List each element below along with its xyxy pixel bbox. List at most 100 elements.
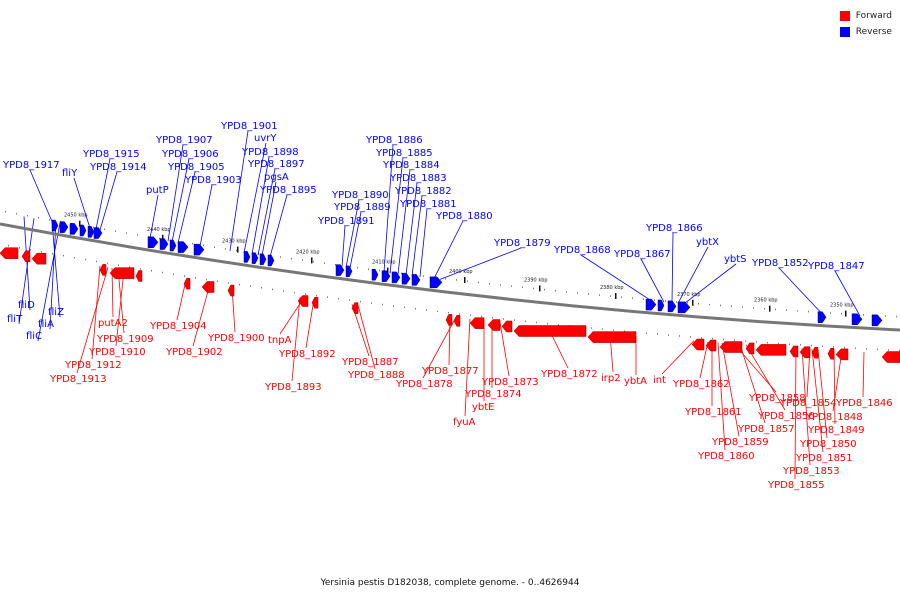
reverse-gene-label[interactable]: YPD8_1890 xyxy=(331,190,389,201)
reverse-gene-arrow[interactable] xyxy=(251,252,259,264)
forward-gene-arrow[interactable] xyxy=(745,342,755,355)
reverse-gene-label[interactable]: YPD8_1884 xyxy=(382,160,440,171)
forward-gene-label[interactable]: YPD8_1910 xyxy=(88,347,146,358)
reverse-gene-label[interactable]: YPD8_1867 xyxy=(613,249,671,260)
forward-gene-arrow[interactable] xyxy=(691,338,705,351)
reverse-gene-label[interactable]: ybtS xyxy=(724,254,747,265)
forward-gene-arrow[interactable] xyxy=(719,341,743,353)
forward-gene-label[interactable]: YPD8_1846 xyxy=(835,398,893,409)
reverse-gene-label[interactable]: YPD8_1880 xyxy=(435,211,493,222)
reverse-gene-label[interactable]: YPD8_1879 xyxy=(493,238,551,249)
reverse-gene-label[interactable]: YPD8_1897 xyxy=(247,159,305,170)
reverse-gene-label[interactable]: ybtX xyxy=(696,237,719,248)
forward-gene-label[interactable]: YPD8_1902 xyxy=(165,347,223,358)
forward-gene-label[interactable]: YPD8_1860 xyxy=(697,451,755,462)
reverse-gene-arrow[interactable] xyxy=(401,272,411,285)
forward-gene-label[interactable]: YPD8_1887 xyxy=(341,357,399,368)
reverse-gene-label[interactable]: YPD8_1906 xyxy=(161,149,219,160)
reverse-gene-label[interactable]: fliY xyxy=(62,168,78,179)
forward-gene-label[interactable]: YPD8_1888 xyxy=(347,370,405,381)
reverse-gene-arrow[interactable] xyxy=(159,238,169,250)
reverse-gene-arrow[interactable] xyxy=(147,236,159,249)
reverse-gene-arrow[interactable] xyxy=(243,251,251,263)
forward-gene-arrow[interactable] xyxy=(513,325,587,337)
forward-gene-label[interactable]: YPD8_1851 xyxy=(795,453,853,464)
forward-gene-arrow[interactable] xyxy=(109,267,135,279)
forward-gene-label[interactable]: YPD8_1877 xyxy=(421,366,479,377)
reverse-gene-label[interactable]: YPD8_1881 xyxy=(399,199,457,210)
reverse-gene-arrow[interactable] xyxy=(267,254,275,267)
reverse-gene-label[interactable]: YPD8_1915 xyxy=(82,149,140,160)
forward-gene-arrow[interactable] xyxy=(99,264,107,276)
reverse-gene-label[interactable]: YPD8_1907 xyxy=(155,135,213,146)
reverse-gene-arrow[interactable] xyxy=(177,241,189,253)
forward-gene-label[interactable]: YPD8_1873 xyxy=(481,377,539,388)
reverse-gene-label[interactable]: YPD8_1889 xyxy=(333,202,391,213)
reverse-gene-arrow[interactable] xyxy=(817,311,827,323)
forward-gene-arrow[interactable] xyxy=(31,252,47,265)
reverse-gene-label[interactable]: YPD8_1901 xyxy=(220,121,278,132)
forward-gene-arrow[interactable] xyxy=(587,331,637,343)
forward-gene-label[interactable]: tnpA xyxy=(268,335,292,346)
forward-gene-label[interactable]: putA2 xyxy=(98,318,128,329)
forward-gene-label[interactable]: YPD8_1913 xyxy=(49,374,107,385)
forward-gene-arrow[interactable] xyxy=(835,348,849,361)
reverse-gene-label[interactable]: fliA xyxy=(38,319,54,330)
forward-gene-arrow[interactable] xyxy=(827,348,835,360)
reverse-gene-label[interactable]: YPD8_1847 xyxy=(807,261,865,272)
forward-gene-label[interactable]: YPD8_1893 xyxy=(264,382,322,393)
reverse-gene-arrow[interactable] xyxy=(871,314,883,327)
reverse-gene-arrow[interactable] xyxy=(429,276,443,289)
reverse-gene-label[interactable]: fliT xyxy=(7,314,23,325)
reverse-gene-label[interactable]: YPD8_1891 xyxy=(317,216,375,227)
reverse-gene-label[interactable]: YPD8_1885 xyxy=(375,148,433,159)
forward-gene-label[interactable]: irp2 xyxy=(601,373,621,384)
reverse-gene-label[interactable]: YPD8_1866 xyxy=(645,223,703,234)
forward-gene-label[interactable]: YPD8_1861 xyxy=(684,407,742,418)
reverse-gene-label[interactable]: fliZ xyxy=(48,307,64,318)
forward-gene-label[interactable]: YPD8_1859 xyxy=(711,437,769,448)
forward-gene-label[interactable]: YPD8_1900 xyxy=(207,333,265,344)
reverse-gene-arrow[interactable] xyxy=(851,313,863,326)
forward-gene-arrow[interactable] xyxy=(453,315,461,327)
forward-gene-label[interactable]: YPD8_1874 xyxy=(464,389,522,400)
reverse-gene-arrow[interactable] xyxy=(69,223,79,235)
forward-gene-arrow[interactable] xyxy=(0,247,19,259)
forward-gene-label[interactable]: int xyxy=(653,375,666,386)
forward-gene-label[interactable]: YPD8_1856 xyxy=(757,411,815,422)
reverse-gene-arrow[interactable] xyxy=(93,227,103,239)
forward-gene-label[interactable]: YPD8_1854 xyxy=(779,398,837,409)
forward-gene-label[interactable]: YPD8_1872 xyxy=(540,369,598,380)
reverse-gene-arrow[interactable] xyxy=(381,270,391,282)
forward-gene-label[interactable]: YPD8_1912 xyxy=(64,360,122,371)
legend-reverse[interactable]: Reverse xyxy=(839,24,892,40)
forward-gene-label[interactable]: YPD8_1855 xyxy=(767,480,825,491)
forward-gene-label[interactable]: ybtA xyxy=(624,376,647,387)
reverse-gene-label[interactable]: YPD8_1895 xyxy=(259,185,317,196)
forward-gene-label[interactable]: YPD8_1892 xyxy=(278,349,336,360)
forward-gene-arrow[interactable] xyxy=(21,250,31,263)
forward-gene-label[interactable]: YPD8_1858 xyxy=(748,393,806,404)
forward-gene-label[interactable]: YPD8_1857 xyxy=(737,424,795,435)
forward-gene-arrow[interactable] xyxy=(881,351,900,363)
forward-gene-label[interactable]: ybtE xyxy=(472,402,495,413)
forward-gene-arrow[interactable] xyxy=(799,346,811,358)
forward-gene-label[interactable]: YPD8_1849 xyxy=(807,425,865,436)
reverse-gene-arrow[interactable] xyxy=(79,224,87,237)
reverse-gene-arrow[interactable] xyxy=(657,299,665,312)
legend-forward[interactable]: Forward xyxy=(839,8,892,24)
forward-gene-arrow[interactable] xyxy=(469,317,485,329)
reverse-gene-label[interactable]: YPD8_1917 xyxy=(2,160,60,171)
forward-gene-arrow[interactable] xyxy=(135,270,143,282)
forward-gene-arrow[interactable] xyxy=(183,277,191,290)
forward-gene-label[interactable]: fyuA xyxy=(453,417,476,428)
reverse-gene-arrow[interactable] xyxy=(667,300,677,313)
reverse-gene-arrow[interactable] xyxy=(345,265,353,278)
reverse-gene-arrow[interactable] xyxy=(645,298,657,311)
forward-gene-arrow[interactable] xyxy=(501,320,513,333)
reverse-gene-label[interactable]: fliD xyxy=(18,300,35,311)
reverse-gene-arrow[interactable] xyxy=(371,268,379,281)
forward-gene-label[interactable]: YPD8_1853 xyxy=(782,466,840,477)
reverse-gene-label[interactable]: YPD8_1882 xyxy=(394,186,452,197)
reverse-gene-label[interactable]: putP xyxy=(146,185,169,196)
